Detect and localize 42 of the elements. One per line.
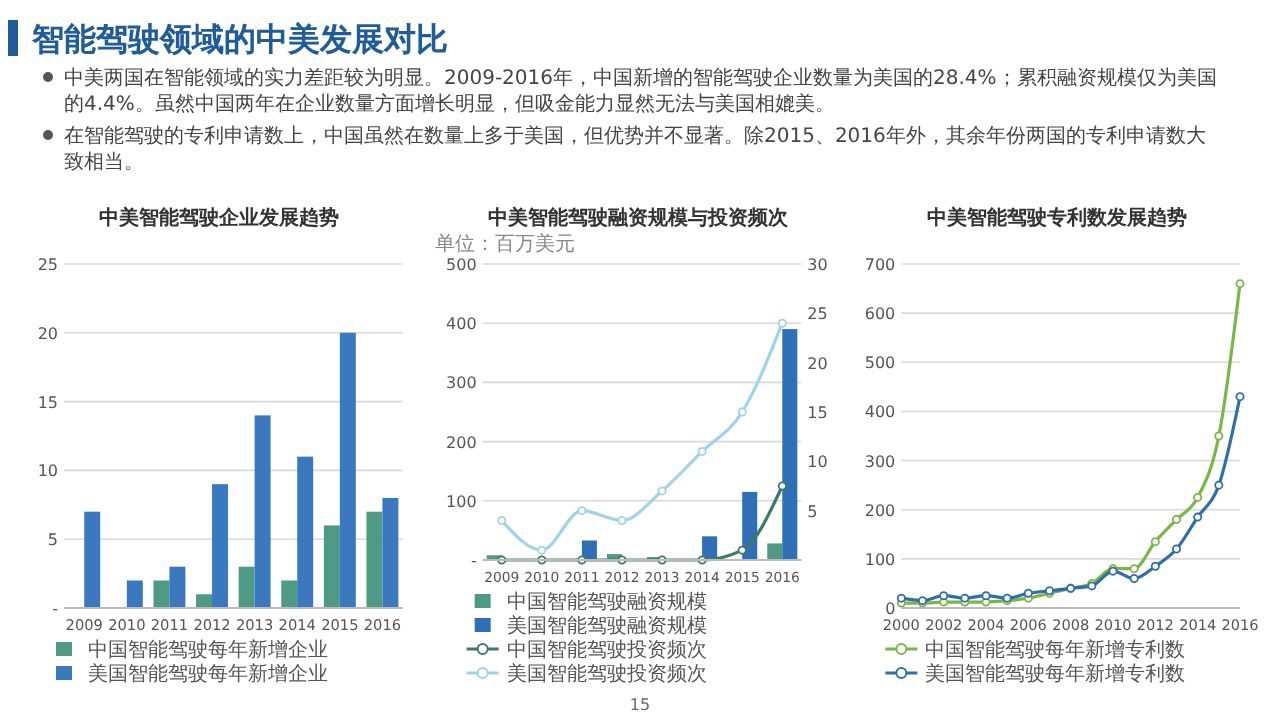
y-tick-label: 200 [864, 501, 896, 520]
chart-title: 中美智能驾驶企业发展趋势 [99, 206, 340, 230]
text: 智能驾驶领域的中美发展对比 [30, 20, 448, 58]
legend-label: 美国智能驾驶每年新增专利数 [925, 662, 1186, 686]
y-tick-label: 300 [446, 374, 477, 393]
legend-label: 美国智能驾驶每年新增企业 [88, 662, 328, 686]
y2-tick-label: 25 [807, 305, 828, 324]
chart-title: 中美智能驾驶融资规模与投资频次 [488, 206, 790, 230]
legend-label: 中国智能驾驶每年新增企业 [88, 638, 328, 662]
legend-label: 中国智能驾驶投资频次 [506, 638, 707, 662]
legend-label: 中国智能驾驶每年新增专利数 [925, 638, 1186, 662]
legend-label: 美国智能驾驶投资频次 [506, 662, 707, 686]
y-tick-label: - [470, 552, 477, 570]
y2-tick-label: 10 [807, 453, 828, 472]
y2-tick-label: 30 [807, 256, 828, 274]
y-tick-label: 400 [864, 403, 896, 422]
y-tick-label: 0 [885, 600, 896, 618]
y2-tick-label: 15 [807, 404, 828, 422]
y-tick-label: 400 [446, 315, 477, 334]
y-tick-label: 5 [47, 531, 58, 550]
y-tick-label: 500 [446, 256, 477, 274]
text: 在智能驾驶的专利申请数上，中国虽然在数量上多于美国，但优势并不显著。除2015、2016年外，其余年份两国的专利申请数大致相当。 [64, 124, 1206, 174]
y-tick-label: 10 [37, 462, 58, 481]
y-tick-label: - [52, 600, 59, 618]
text: 中美两国在智能领域的实力差距较为明显。2009-2016年，中国新增的智能驾驶企业数量为美国的28.4%；累积融资规模仅为美国的4.4%。虽然中国两年在企业数量方面增长明显，但吸金能力显然无法与美国相媲美。 [64, 66, 1217, 116]
y2-tick-label: 20 [807, 354, 828, 373]
y-tick-label: 200 [446, 433, 477, 452]
y-tick-label: 100 [864, 550, 896, 569]
legend-label: 美国智能驾驶融资规模 [506, 614, 707, 638]
y-tick-label: 100 [446, 492, 477, 511]
y-tick-label: 300 [864, 452, 896, 471]
y2-tick-label: 5 [807, 502, 818, 521]
chart-title: 中美智能驾驶专利数发展趋势 [926, 206, 1187, 230]
text: 15 [629, 696, 651, 714]
y-tick-label: 600 [864, 305, 896, 324]
y-tick-label: 15 [37, 393, 58, 412]
y-tick-label: 700 [864, 256, 896, 274]
y-tick-label: 20 [37, 324, 58, 343]
y-tick-label: 25 [37, 256, 58, 274]
y-tick-label: 500 [864, 354, 896, 373]
text: 单位：百万美元 [434, 232, 575, 256]
legend-label: 中国智能驾驶融资规模 [506, 590, 707, 614]
